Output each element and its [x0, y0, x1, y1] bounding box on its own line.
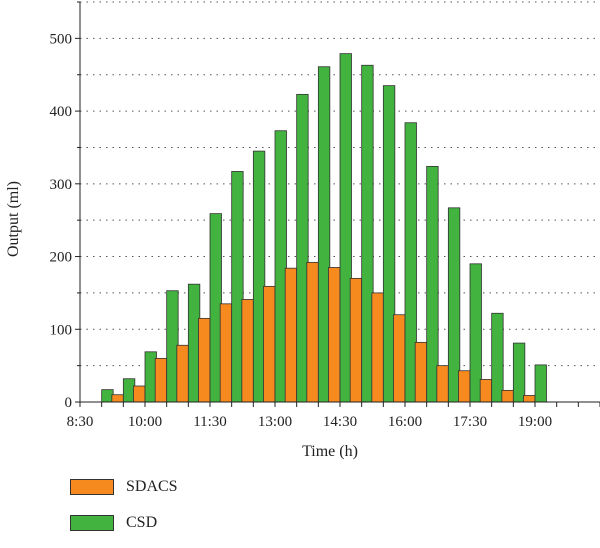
bar-sdacs [111, 394, 124, 403]
bar-csd [512, 342, 526, 403]
bar-sdacs [263, 285, 276, 403]
bar-sdacs [501, 389, 514, 403]
bar-sdacs [176, 344, 189, 403]
x-ticks: 8:30 10:00 11:30 13:00 14:30 16:00 17:30 19:00 [67, 402, 600, 430]
bar-sdacs [154, 357, 168, 403]
y-tick-label: 200 [50, 250, 73, 266]
bar-sdacs [284, 267, 298, 403]
bar-chart: 0 100 200 300 400 500 8:30 10:00 11:30 13:00 14:3… [5, 1, 600, 460]
bar-sdacs [393, 314, 406, 403]
legend-item-csd: CSD [70, 512, 178, 534]
bar-sdacs [523, 395, 536, 403]
y-ticks: 0 100 200 300 400 500 [50, 1, 80, 411]
legend: SDACS CSD [70, 476, 178, 548]
legend-swatch-sdacs [70, 479, 114, 495]
y-tick-label: 400 [50, 104, 73, 120]
x-tick-label: 19:00 [518, 414, 552, 430]
bar-sdacs [133, 385, 146, 403]
bar-sdacs [328, 267, 341, 403]
bar-sdacs [458, 370, 471, 403]
bar-sdacs [436, 365, 449, 403]
bar-csd [534, 364, 547, 403]
y-tick-label: 500 [50, 31, 73, 47]
x-tick-label: 14:30 [323, 414, 357, 430]
y-axis-label: Output (ml) [5, 181, 22, 257]
legend-label-csd: CSD [126, 514, 158, 531]
x-axis-label: Time (h) [302, 443, 358, 460]
legend-label-sdacs: SDACS [126, 478, 178, 495]
x-tick-label: 16:00 [388, 414, 422, 430]
bar-sdacs [349, 277, 363, 403]
bar-sdacs [479, 379, 493, 403]
bars [101, 53, 547, 403]
bar-sdacs [198, 317, 211, 403]
bar-sdacs [241, 299, 254, 403]
bar-sdacs [414, 341, 428, 403]
y-tick-label: 100 [50, 322, 73, 338]
bar-sdacs [371, 292, 384, 403]
bar-sdacs [219, 303, 233, 403]
x-tick-label: 17:30 [453, 414, 487, 430]
y-tick-label: 0 [65, 395, 73, 411]
x-tick-label: 11:30 [193, 414, 227, 430]
bar-sdacs [306, 261, 319, 403]
x-tick-label: 10:00 [128, 414, 162, 430]
y-tick-label: 300 [50, 177, 73, 193]
legend-item-sdacs: SDACS [70, 476, 178, 498]
x-tick-label: 13:00 [258, 414, 292, 430]
x-tick-label: 8:30 [67, 414, 94, 430]
bar-csd [491, 312, 504, 403]
